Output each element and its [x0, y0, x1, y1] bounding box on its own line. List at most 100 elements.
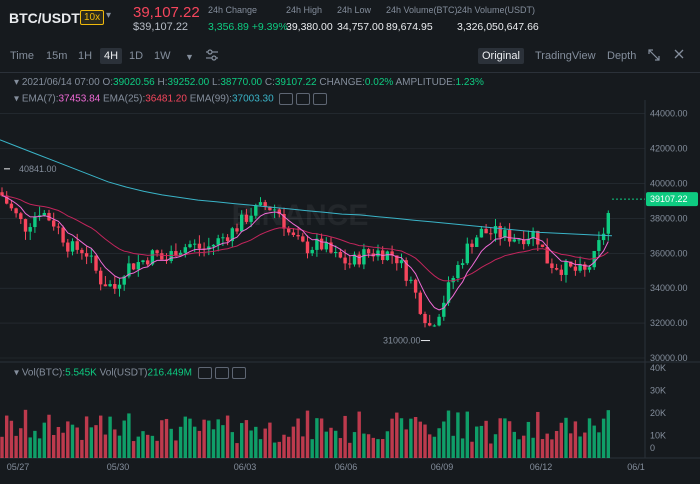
volume-bar: [160, 420, 164, 458]
interval-15m[interactable]: 15m: [46, 50, 68, 62]
volume-bar: [42, 422, 46, 458]
gear-icon[interactable]: [296, 93, 311, 105]
gear-icon[interactable]: [214, 367, 229, 379]
volume-bar: [348, 442, 352, 458]
candle-body: [446, 282, 451, 303]
volume-bar: [545, 433, 549, 458]
volume-bar: [399, 418, 404, 458]
candle-body: [240, 214, 244, 232]
candle-body: [122, 276, 126, 285]
volume-bar: [357, 411, 361, 458]
view-tradingview[interactable]: TradingView: [535, 50, 596, 62]
volume-bar: [305, 410, 310, 458]
ohlc-info: ▾ 2021/06/14 07:00 O:39020.56 H:39252.00…: [14, 77, 484, 88]
fullscreen-icon[interactable]: [647, 48, 661, 65]
vol-usdt-label: Vol(USDT): [99, 367, 148, 379]
candle-body: [357, 254, 361, 265]
interval-1d[interactable]: 1D: [129, 50, 144, 62]
close-icon[interactable]: [673, 48, 685, 63]
volume-bar: [587, 418, 592, 458]
chevron-down-icon[interactable]: ▾: [106, 10, 112, 21]
candle-body: [385, 251, 390, 261]
close-icon[interactable]: [231, 367, 246, 379]
volume-bar: [9, 420, 14, 458]
candle-body: [70, 241, 75, 252]
volume-bar: [498, 418, 502, 458]
volume-bar: [597, 432, 601, 458]
ema99-line: [0, 139, 613, 237]
volume-bar: [437, 428, 441, 458]
candle-body: [146, 260, 150, 265]
candle-body: [550, 263, 554, 269]
candle-body: [507, 230, 512, 242]
eye-icon[interactable]: [197, 367, 212, 379]
view-original[interactable]: Original: [478, 48, 524, 64]
volume-bar: [301, 436, 305, 458]
candle-body: [399, 260, 404, 264]
ema25-line: [1, 195, 609, 282]
interval-1w[interactable]: 1W: [154, 50, 171, 62]
change-value: 0.02%: [364, 77, 394, 88]
volume-tick: 40K: [650, 363, 666, 373]
volume-bar: [446, 410, 451, 458]
eye-icon[interactable]: [279, 93, 294, 105]
collapse-icon[interactable]: ▾: [14, 93, 20, 105]
indicator-settings-icon[interactable]: [205, 48, 219, 65]
volume-bar: [254, 426, 258, 458]
volume-bar: [569, 433, 573, 458]
candle-body: [277, 209, 281, 215]
candle-body: [52, 220, 56, 227]
volume-bar: [188, 418, 192, 458]
candle-body: [366, 249, 371, 254]
close-icon[interactable]: [313, 93, 328, 105]
candle-body: [456, 264, 460, 279]
candle-body: [460, 263, 465, 265]
collapse-icon[interactable]: ▾: [14, 77, 20, 88]
interval-1h[interactable]: 1H: [78, 50, 93, 62]
candle-body: [305, 241, 310, 254]
volume-bar: [5, 415, 9, 458]
amplitude-label: AMPLITUDE:: [395, 77, 456, 88]
candle-body: [103, 284, 108, 287]
candle-body: [578, 264, 582, 271]
date-tick: 06/06: [335, 462, 358, 472]
candle-body: [141, 260, 145, 263]
volume-bar: [66, 421, 70, 458]
candle-body: [569, 261, 573, 267]
leverage-badge[interactable]: 10x: [80, 10, 105, 25]
candle-body: [216, 238, 220, 245]
volume-bar: [418, 421, 422, 458]
high-value: 39252.00: [167, 77, 210, 88]
volume-bar: [272, 442, 277, 458]
candle-body: [376, 250, 380, 257]
volume-bar: [522, 435, 526, 458]
collapse-icon[interactable]: ▾: [14, 367, 20, 379]
volume-bar: [202, 419, 206, 458]
vol-usdt-value: 216.449M: [147, 367, 192, 379]
volume-bar: [108, 416, 112, 458]
candle-body: [0, 192, 4, 196]
view-depth[interactable]: Depth: [607, 50, 637, 62]
volume-bar: [540, 439, 545, 458]
candle-body: [296, 234, 300, 237]
interval-time[interactable]: Time: [10, 50, 35, 62]
volume-bar: [366, 434, 371, 458]
candle-body: [14, 208, 18, 214]
candle-body: [282, 214, 286, 229]
candle-body: [526, 238, 531, 245]
candle-body: [465, 243, 469, 264]
volume-bar: [343, 415, 347, 458]
more-intervals-icon[interactable]: ▼: [185, 52, 194, 62]
volume-bar: [94, 425, 98, 458]
candle-body: [329, 242, 333, 253]
interval-4h[interactable]: 4H: [100, 48, 123, 64]
pair-selector[interactable]: BTC/USDT: [9, 10, 80, 26]
volume-bar: [423, 424, 427, 458]
candle-body: [479, 228, 484, 238]
volume-bar: [432, 436, 437, 458]
candle-body: [174, 251, 178, 257]
volume-info: ▾ Vol(BTC):5.545K Vol(USDT)216.449M: [14, 367, 246, 379]
candle-body: [606, 213, 610, 234]
volume-bar: [395, 412, 399, 458]
market-header: BTC/USDT 10x ▾ 39,107.22 $39,107.22 24h …: [0, 0, 700, 38]
